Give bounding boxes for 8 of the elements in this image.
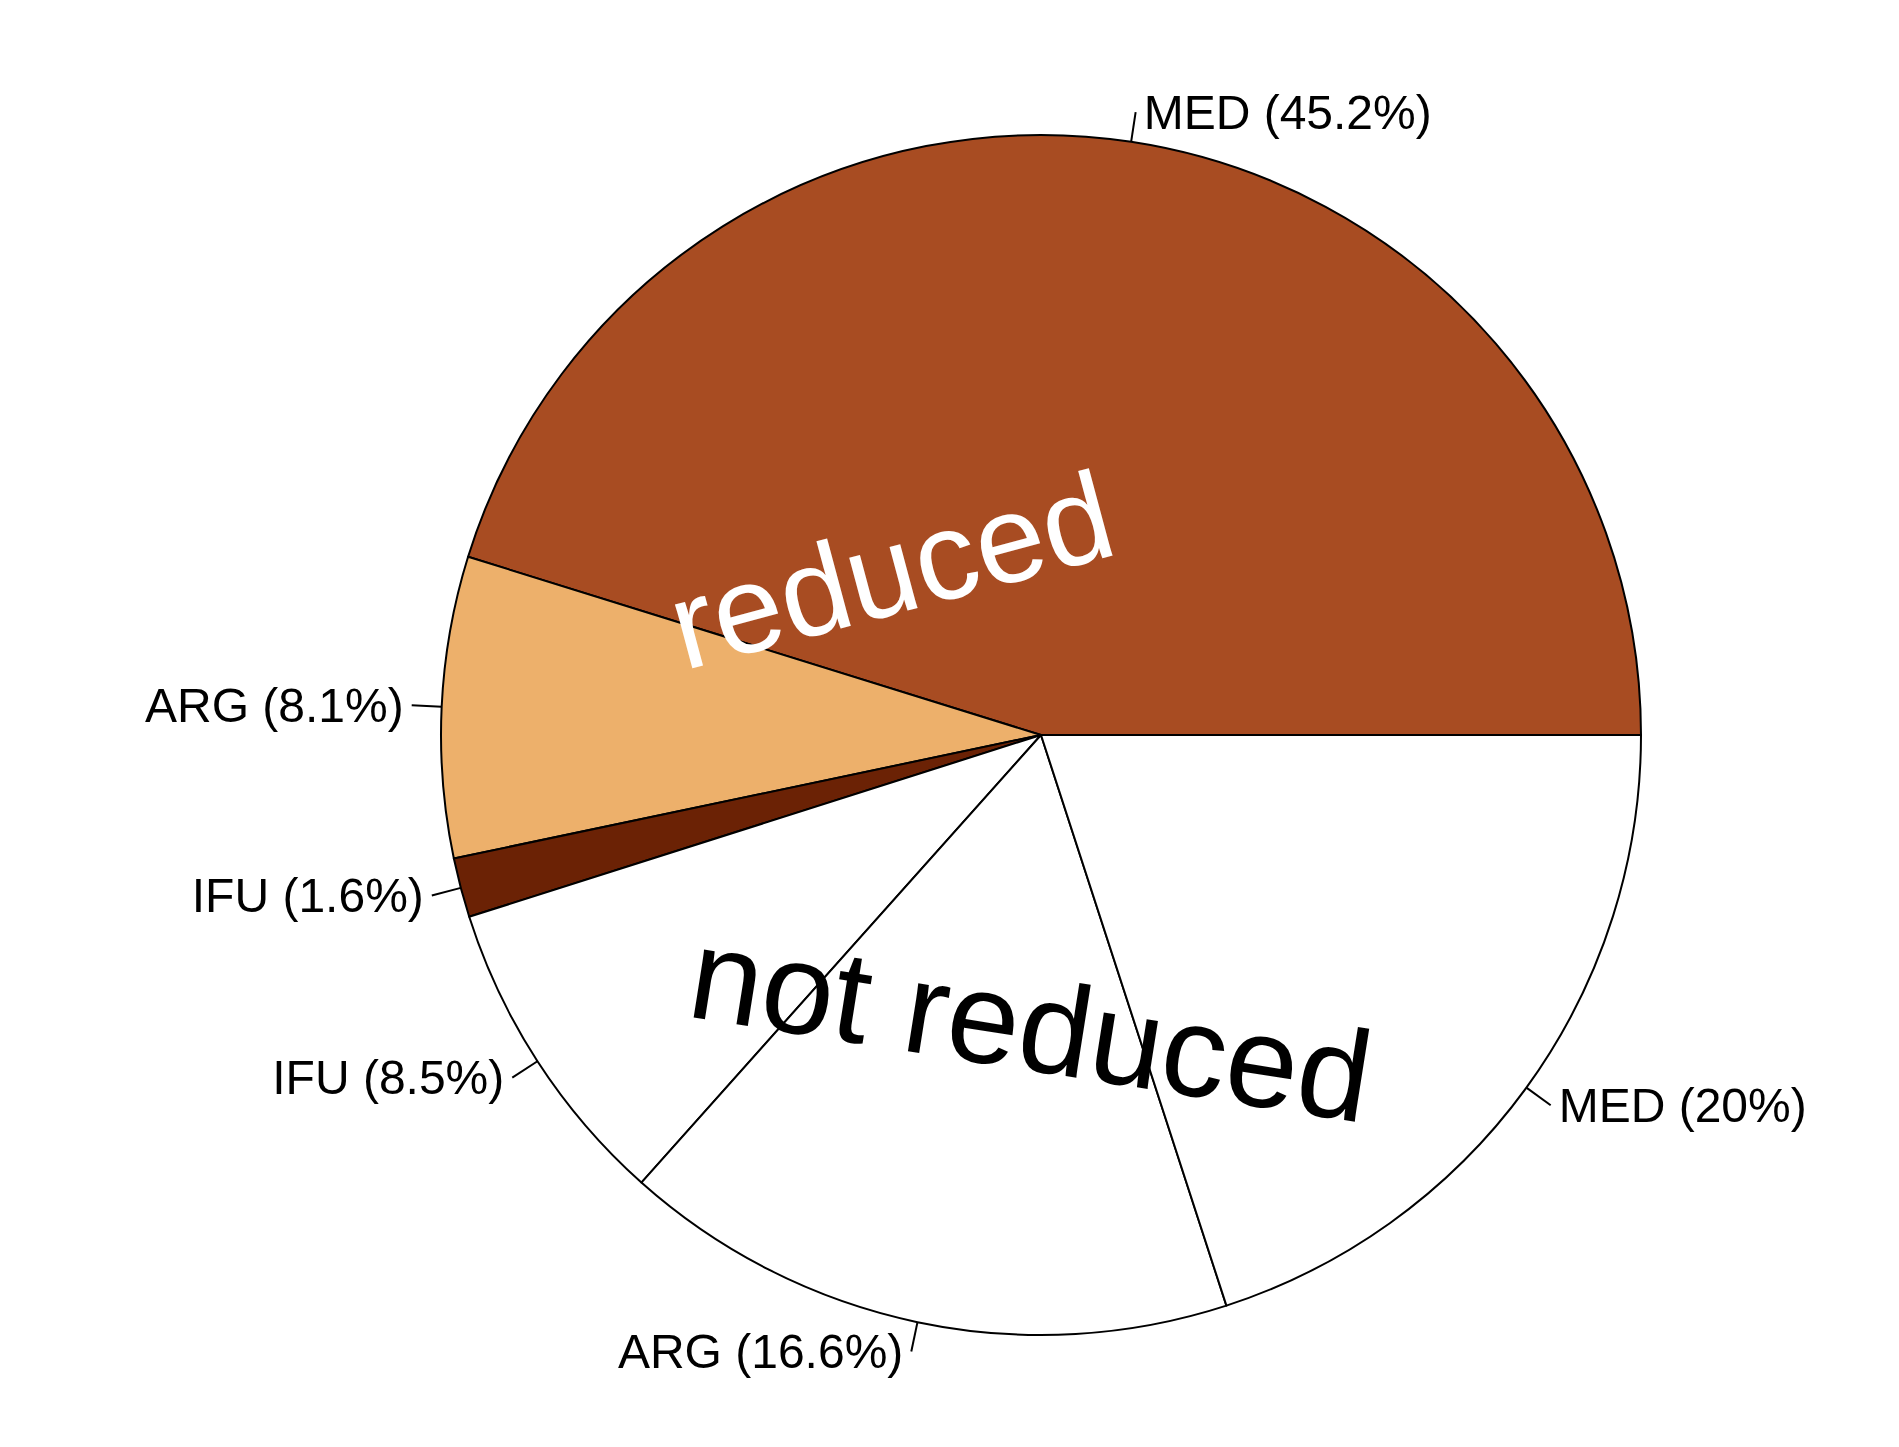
slice-label: MED (45.2%) [1143, 85, 1432, 139]
slice-label: ARG (8.1%) [144, 678, 404, 732]
slice-label: MED (20%) [1558, 1078, 1807, 1132]
slice-label: IFU (8.5%) [272, 1051, 505, 1105]
slice-label: IFU (1.6%) [191, 869, 424, 923]
slice-label: ARG (16.6%) [617, 1325, 904, 1379]
text: not reduced [680, 899, 1382, 1151]
text: reduced [654, 444, 1128, 696]
